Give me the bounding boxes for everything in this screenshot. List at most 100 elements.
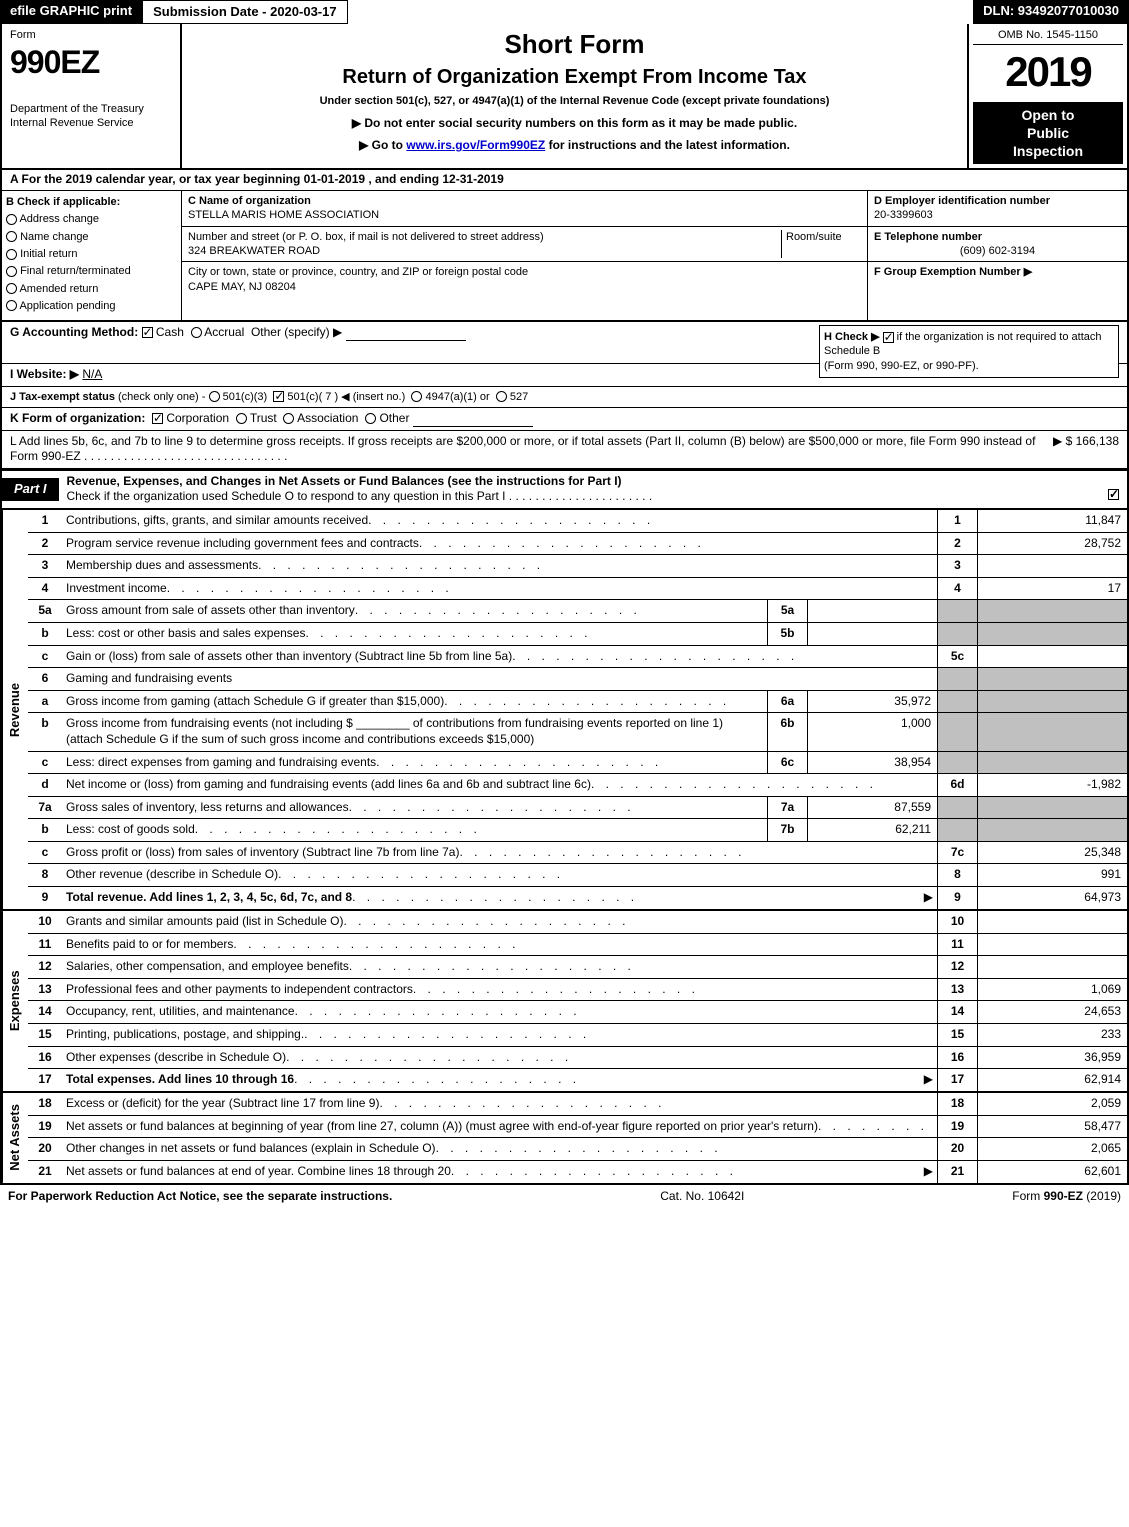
column-c: C Name of organization STELLA MARIS HOME… [182, 191, 867, 320]
line-number: 3 [28, 555, 62, 577]
result-line-number [937, 819, 977, 841]
accrual-radio[interactable] [191, 327, 202, 338]
line-description: Less: cost of goods sold . . . . . . . .… [62, 819, 767, 841]
line-value [977, 819, 1127, 841]
amended-return-check[interactable]: Amended return [6, 282, 177, 296]
website-notice: ▶ Go to www.irs.gov/Form990EZ for instru… [190, 138, 959, 154]
table-row: 19Net assets or fund balances at beginni… [28, 1116, 1127, 1139]
result-line-number: 15 [937, 1024, 977, 1046]
inspection-badge: Open to Public Inspection [973, 102, 1123, 165]
assoc-radio[interactable] [283, 413, 294, 424]
group-exemption-row: F Group Exemption Number ▶ [868, 262, 1127, 320]
result-line-number: 18 [937, 1093, 977, 1115]
line-value: 62,601 [977, 1161, 1127, 1183]
schedule-b-checkbox[interactable] [883, 332, 894, 343]
501c-checkbox[interactable] [273, 391, 284, 402]
city-row: City or town, state or province, country… [182, 262, 867, 297]
line-number: 18 [28, 1093, 62, 1115]
line-number: 6 [28, 668, 62, 690]
notice2-pre: ▶ Go to [359, 138, 406, 152]
result-line-number: 19 [937, 1116, 977, 1138]
501c-label: 501(c)( 7 ) ◀ (insert no.) [287, 391, 405, 403]
501c3-radio[interactable] [209, 391, 220, 402]
sub-line-number: 5a [767, 600, 807, 622]
line-description: Occupancy, rent, utilities, and maintena… [62, 1001, 937, 1023]
corp-checkbox[interactable] [152, 413, 163, 424]
k-label: K Form of organization: [10, 411, 145, 425]
line-description: Gross income from gaming (attach Schedul… [62, 691, 767, 713]
efile-print-button[interactable]: efile GRAPHIC print [0, 0, 142, 24]
line-description: Total revenue. Add lines 1, 2, 3, 4, 5c,… [62, 887, 937, 909]
line-number: 10 [28, 911, 62, 933]
schedule-o-checkbox[interactable] [1108, 489, 1119, 500]
sub-line-number: 7b [767, 819, 807, 841]
line-g-h: G Accounting Method: Cash Accrual Other … [0, 322, 1129, 364]
table-row: 3Membership dues and assessments . . . .… [28, 555, 1127, 578]
initial-return-check[interactable]: Initial return [6, 247, 177, 261]
4947-radio[interactable] [411, 391, 422, 402]
final-return-check[interactable]: Final return/terminated [6, 264, 177, 278]
room-label: Room/suite [781, 230, 861, 259]
line-value: 233 [977, 1024, 1127, 1046]
table-row: 16Other expenses (describe in Schedule O… [28, 1047, 1127, 1070]
501c3-label: 501(c)(3) [223, 391, 268, 403]
line-number: b [28, 819, 62, 841]
table-row: 6Gaming and fundraising events [28, 668, 1127, 691]
line-value [977, 934, 1127, 956]
table-row: 10Grants and similar amounts paid (list … [28, 911, 1127, 934]
expenses-table: Expenses 10Grants and similar amounts pa… [0, 911, 1129, 1093]
result-line-number: 3 [937, 555, 977, 577]
address-change-check[interactable]: Address change [6, 212, 177, 226]
trust-radio[interactable] [236, 413, 247, 424]
4947-label: 4947(a)(1) or [425, 391, 489, 403]
cash-checkbox[interactable] [142, 327, 153, 338]
spacer [348, 0, 974, 24]
omb-number: OMB No. 1545-1150 [973, 28, 1123, 45]
result-line-number: 8 [937, 864, 977, 886]
pending-check[interactable]: Application pending [6, 299, 177, 313]
table-row: cGain or (loss) from sale of assets othe… [28, 646, 1127, 669]
other-org-radio[interactable] [365, 413, 376, 424]
group-exemption-label: F Group Exemption Number ▶ [874, 265, 1121, 279]
sub-line-number: 7a [767, 797, 807, 819]
netassets-side-label: Net Assets [2, 1093, 28, 1183]
table-row: 8Other revenue (describe in Schedule O) … [28, 864, 1127, 887]
name-change-check[interactable]: Name change [6, 230, 177, 244]
line-description: Total expenses. Add lines 10 through 16 … [62, 1069, 937, 1091]
other-org-input[interactable] [413, 413, 533, 427]
line-description: Grants and similar amounts paid (list in… [62, 911, 937, 933]
line-value: 2,059 [977, 1093, 1127, 1115]
line-number: 11 [28, 934, 62, 956]
line-description: Net income or (loss) from gaming and fun… [62, 774, 937, 796]
line-value: 1,069 [977, 979, 1127, 1001]
ein-label: D Employer identification number [874, 194, 1121, 208]
footer-center: Cat. No. 10642I [660, 1189, 744, 1205]
expenses-rows: 10Grants and similar amounts paid (list … [28, 911, 1127, 1091]
line-number: a [28, 691, 62, 713]
line-description: Less: direct expenses from gaming and fu… [62, 752, 767, 774]
line-value: 991 [977, 864, 1127, 886]
line-description: Benefits paid to or for members . . . . … [62, 934, 937, 956]
table-row: 12Salaries, other compensation, and empl… [28, 956, 1127, 979]
527-radio[interactable] [496, 391, 507, 402]
org-name-row: C Name of organization STELLA MARIS HOME… [182, 191, 867, 227]
dln-label: DLN: 93492077010030 [973, 0, 1129, 24]
other-specify-input[interactable] [346, 327, 466, 341]
table-row: 5aGross amount from sale of assets other… [28, 600, 1127, 623]
line-number: b [28, 713, 62, 750]
org-name: STELLA MARIS HOME ASSOCIATION [188, 208, 861, 222]
line-value [977, 646, 1127, 668]
line-description: Program service revenue including govern… [62, 533, 937, 555]
part-1-sub: Check if the organization used Schedule … [67, 489, 506, 503]
form-subtitle: Under section 501(c), 527, or 4947(a)(1)… [190, 94, 959, 108]
result-line-number: 4 [937, 578, 977, 600]
sub-line-value: 1,000 [807, 713, 937, 750]
result-line-number [937, 600, 977, 622]
table-row: 17Total expenses. Add lines 10 through 1… [28, 1069, 1127, 1091]
table-row: 7aGross sales of inventory, less returns… [28, 797, 1127, 820]
line-value [977, 956, 1127, 978]
page-footer: For Paperwork Reduction Act Notice, see … [0, 1185, 1129, 1209]
line-description: Excess or (deficit) for the year (Subtra… [62, 1093, 937, 1115]
irs-link[interactable]: www.irs.gov/Form990EZ [406, 138, 545, 152]
form-header: Form 990EZ Department of the Treasury In… [0, 24, 1129, 170]
